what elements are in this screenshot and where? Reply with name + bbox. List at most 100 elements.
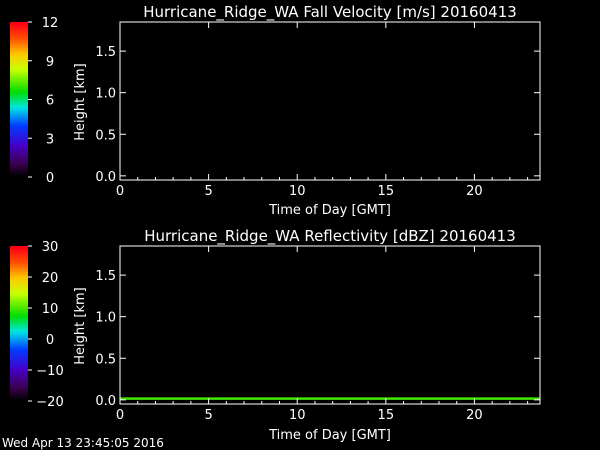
colorbar-step: [10, 359, 28, 363]
colorbar-step: [10, 50, 28, 54]
axes: 0 5 10 15 20 0.0 0.5 1.0 1.5: [95, 22, 540, 199]
x-tick-label: 20: [466, 184, 483, 199]
colorbar-step: [10, 127, 28, 131]
colorbar-tick-label: 6: [46, 94, 54, 109]
colorbar-step: [10, 375, 28, 379]
colorbar-step: [10, 32, 28, 36]
colorbar-step: [10, 382, 28, 386]
colorbar-step: [10, 166, 28, 170]
colorbar-step: [10, 130, 28, 134]
colorbar-step: [10, 261, 28, 265]
colorbar-step: [10, 37, 28, 41]
colorbar-step: [10, 42, 28, 46]
colorbar-step: [10, 117, 28, 121]
colorbar-step: [10, 76, 28, 80]
colorbar-step: [10, 34, 28, 38]
colorbar-step: [10, 47, 28, 51]
colorbar-step: [10, 277, 28, 280]
colorbar-step: [10, 107, 28, 111]
colorbar-step: [10, 246, 28, 249]
colorbar-step: [10, 53, 28, 56]
y-tick-label: 0.5: [95, 128, 116, 143]
colorbar-step: [10, 341, 28, 345]
colorbar-step: [10, 284, 28, 288]
colorbar-step: [10, 388, 28, 392]
colorbar-step: [10, 65, 28, 69]
x-tick-label: 0: [116, 184, 124, 199]
colorbar-step: [10, 253, 28, 257]
colorbar-step: [10, 351, 28, 355]
reflectivity-panel: Hurricane_Ridge_WA Reflectivity [dBZ] 20…: [10, 227, 541, 443]
colorbar-tick-label: 0: [46, 171, 54, 186]
colorbar-step: [10, 45, 28, 49]
colorbar-step: [10, 125, 28, 129]
colorbar-step: [10, 156, 28, 160]
y-tick-label: 0.0: [95, 170, 116, 185]
colorbar-step: [10, 109, 28, 113]
colorbar-step: [10, 308, 28, 311]
chart-title: Hurricane_Ridge_WA Reflectivity [dBZ] 20…: [144, 227, 516, 246]
colorbar-step: [10, 372, 28, 376]
x-axis-label: Time of Day [GMT]: [268, 203, 391, 218]
colorbar-step: [10, 302, 28, 306]
colorbar-step: [10, 323, 28, 327]
colorbar-step: [10, 349, 28, 353]
colorbar-step: [10, 344, 28, 348]
colorbar-step: [10, 320, 28, 324]
colorbar-step: [10, 91, 28, 95]
colorbar-step: [10, 40, 28, 44]
y-axis-label: Height [km]: [73, 63, 88, 140]
chart-title: Hurricane_Ridge_WA Fall Velocity [m/s] 2…: [143, 3, 517, 22]
colorbar-step: [10, 289, 28, 293]
colorbar-step: [10, 269, 28, 273]
colorbar-step: [10, 151, 28, 155]
colorbar-step: [10, 120, 28, 124]
colorbar-step: [10, 295, 28, 299]
colorbar-step: [10, 398, 28, 402]
colorbar-step: [10, 164, 28, 168]
colorbar-step: [10, 138, 28, 142]
colorbar-step: [10, 328, 28, 332]
colorbar-step: [10, 271, 28, 275]
colorbar-step: [10, 395, 28, 399]
colorbar-step: [10, 81, 28, 85]
colorbar-step: [10, 266, 28, 270]
colorbar-tick-label: −10: [36, 364, 63, 379]
colorbar-step: [10, 258, 28, 262]
colorbar-step: [10, 58, 28, 62]
colorbar-step: [10, 148, 28, 152]
colorbar-step: [10, 377, 28, 381]
colorbar-step: [10, 248, 28, 252]
colorbar-step: [10, 367, 28, 371]
colorbar-step: [10, 78, 28, 82]
colorbar-step: [10, 305, 28, 309]
colorbar-step: [10, 60, 28, 64]
colorbar-step: [10, 354, 28, 358]
colorbar-step: [10, 169, 28, 173]
colorbar-step: [10, 362, 28, 366]
colorbar-step: [10, 326, 28, 330]
colorbar-step: [10, 94, 28, 98]
colorbar-tick-label: 3: [46, 132, 54, 147]
colorbar-step: [10, 357, 28, 361]
x-tick-label: 5: [204, 184, 212, 199]
colorbar-step: [10, 385, 28, 389]
colorbar-step: [10, 282, 28, 286]
colorbar-step: [10, 63, 28, 67]
colorbar-step: [10, 274, 28, 278]
colorbar-step: [10, 161, 28, 165]
colorbar-step: [10, 89, 28, 93]
colorbar-step: [10, 313, 28, 317]
colorbar-step: [10, 393, 28, 397]
colorbar-step: [10, 55, 28, 59]
colorbar-step: [10, 146, 28, 149]
colorbar-step: [10, 297, 28, 301]
colorbar-tick-label: 12: [42, 16, 59, 31]
colorbar-step: [10, 336, 28, 340]
colorbar-step: [10, 174, 28, 178]
colorbar-step: [10, 158, 28, 162]
colorbar-step: [10, 390, 28, 394]
colorbar-step: [10, 99, 28, 103]
colorbar-step: [10, 279, 28, 283]
